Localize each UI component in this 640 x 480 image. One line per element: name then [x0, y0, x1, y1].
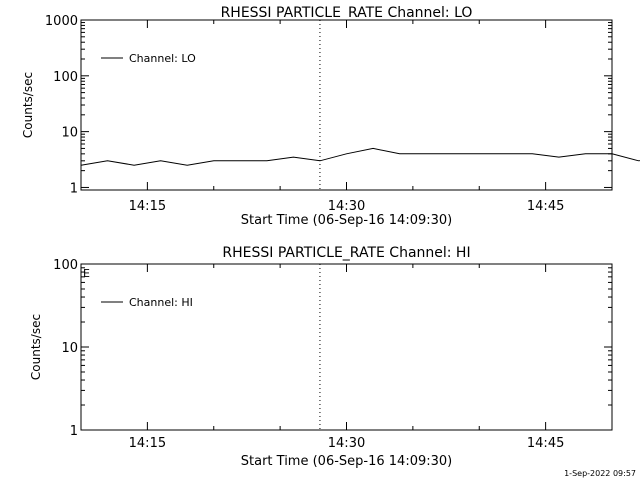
- x-tick-label: 14:30: [328, 436, 365, 451]
- y-tick-label: 1000: [45, 14, 78, 29]
- chart-panel-lo: RHESSI PARTICLE_RATE Channel: LO 1 10 100 10…: [21, 5, 640, 228]
- series-line: [80, 147, 640, 166]
- x-tick-label: 14:45: [527, 436, 564, 451]
- plot-frame: [80, 263, 613, 431]
- x-axis-label: Start Time (06-Sep-16 14:09:30): [241, 213, 452, 228]
- y-tick-label: 100: [53, 70, 78, 85]
- legend-label: Channel: HI: [129, 296, 193, 309]
- y-tick-label: 100: [53, 258, 78, 273]
- x-tick-label: 14:15: [129, 436, 166, 451]
- plot-frame: [80, 19, 613, 191]
- footer-timestamp: 1-Sep-2022 09:57: [564, 469, 636, 478]
- y-axis-label: Counts/sec: [29, 314, 43, 380]
- y-axis-label: Counts/sec: [21, 72, 35, 138]
- legend-label: Channel: LO: [129, 52, 196, 65]
- x-tick-label: 14:30: [328, 199, 365, 214]
- y-tick-label: 1: [70, 181, 78, 196]
- x-tick-label: 14:45: [527, 199, 564, 214]
- chart-title: RHESSI PARTICLE_RATE Channel: LO: [221, 5, 473, 21]
- y-tick-label: 1: [70, 424, 78, 439]
- x-axis-label: Start Time (06-Sep-16 14:09:30): [241, 454, 452, 469]
- marker-label: E: [83, 267, 90, 280]
- y-tick-label: 10: [61, 341, 78, 356]
- y-tick-label: 10: [61, 126, 78, 141]
- x-tick-label: 14:15: [129, 199, 166, 214]
- chart-title: RHESSI PARTICLE_RATE Channel: HI: [222, 245, 470, 261]
- chart-panel-hi: RHESSI PARTICLE_RATE Channel: HI 1 10 100 Co…: [29, 245, 613, 469]
